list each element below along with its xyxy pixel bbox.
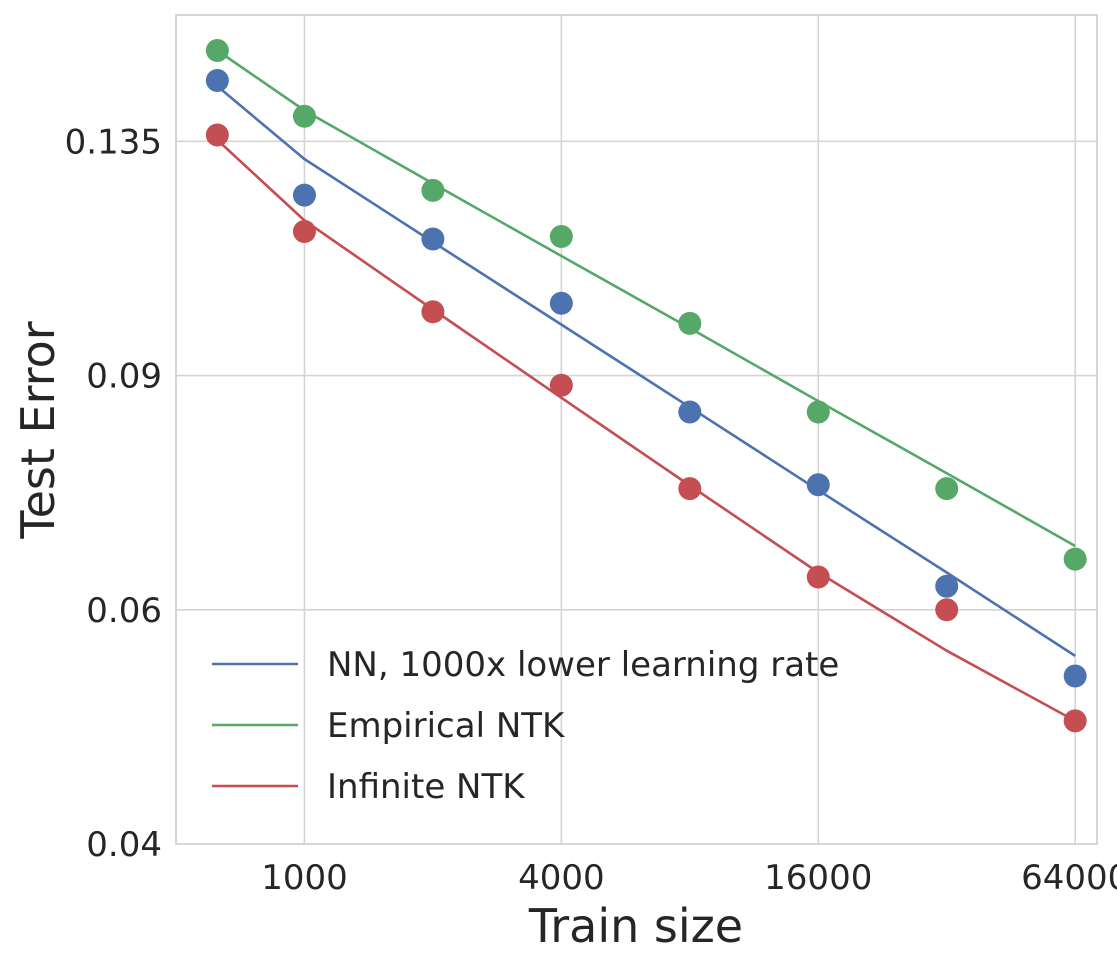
data-point-series-2 xyxy=(935,477,959,501)
data-point-series-3 xyxy=(292,219,316,243)
data-point-series-1 xyxy=(421,227,445,251)
data-point-series-3 xyxy=(549,373,573,397)
fit-lines xyxy=(216,49,1076,723)
y-tick-label: 0.06 xyxy=(86,591,162,631)
plot-frame xyxy=(175,14,1098,845)
x-tick-label: 16000 xyxy=(764,858,872,898)
data-point-series-1 xyxy=(1063,664,1087,688)
data-point-series-3 xyxy=(678,477,702,501)
x-axis-title: Train size xyxy=(528,899,743,953)
data-point-series-3 xyxy=(421,300,445,324)
data-point-series-2 xyxy=(292,104,316,128)
legend-label-1: NN, 1000x lower learning rate xyxy=(327,645,839,685)
data-point-series-3 xyxy=(935,598,959,622)
data-point-series-1 xyxy=(205,68,229,92)
data-point-series-1 xyxy=(292,183,316,207)
data-point-series-1 xyxy=(678,400,702,424)
y-tick-label: 0.04 xyxy=(86,825,162,865)
data-point-series-2 xyxy=(205,38,229,62)
legend: NN, 1000x lower learning rate Empirical N… xyxy=(212,645,839,807)
data-point-series-2 xyxy=(806,400,830,424)
data-point-series-2 xyxy=(1063,547,1087,571)
data-point-series-1 xyxy=(806,473,830,497)
data-points xyxy=(205,38,1087,733)
data-point-series-3 xyxy=(1063,709,1087,733)
legend-label-2: Empirical NTK xyxy=(327,706,566,746)
y-axis-title: Test Error xyxy=(11,321,65,539)
data-point-series-1 xyxy=(935,574,959,598)
data-point-series-3 xyxy=(806,565,830,589)
data-point-series-2 xyxy=(549,224,573,248)
x-tick-label: 4000 xyxy=(518,858,605,898)
data-point-series-2 xyxy=(678,311,702,335)
series-line-1 xyxy=(216,85,1076,657)
y-tick-label: 0.09 xyxy=(86,357,162,397)
series-line-2 xyxy=(216,49,1076,548)
x-tick-label: 1000 xyxy=(261,858,348,898)
data-point-series-1 xyxy=(549,291,573,315)
y-tick-label: 0.135 xyxy=(65,122,162,162)
legend-label-3: Infinite NTK xyxy=(327,767,526,807)
data-point-series-3 xyxy=(205,123,229,147)
grid xyxy=(176,15,1097,844)
data-point-series-2 xyxy=(421,178,445,202)
series-line-3 xyxy=(216,139,1076,723)
